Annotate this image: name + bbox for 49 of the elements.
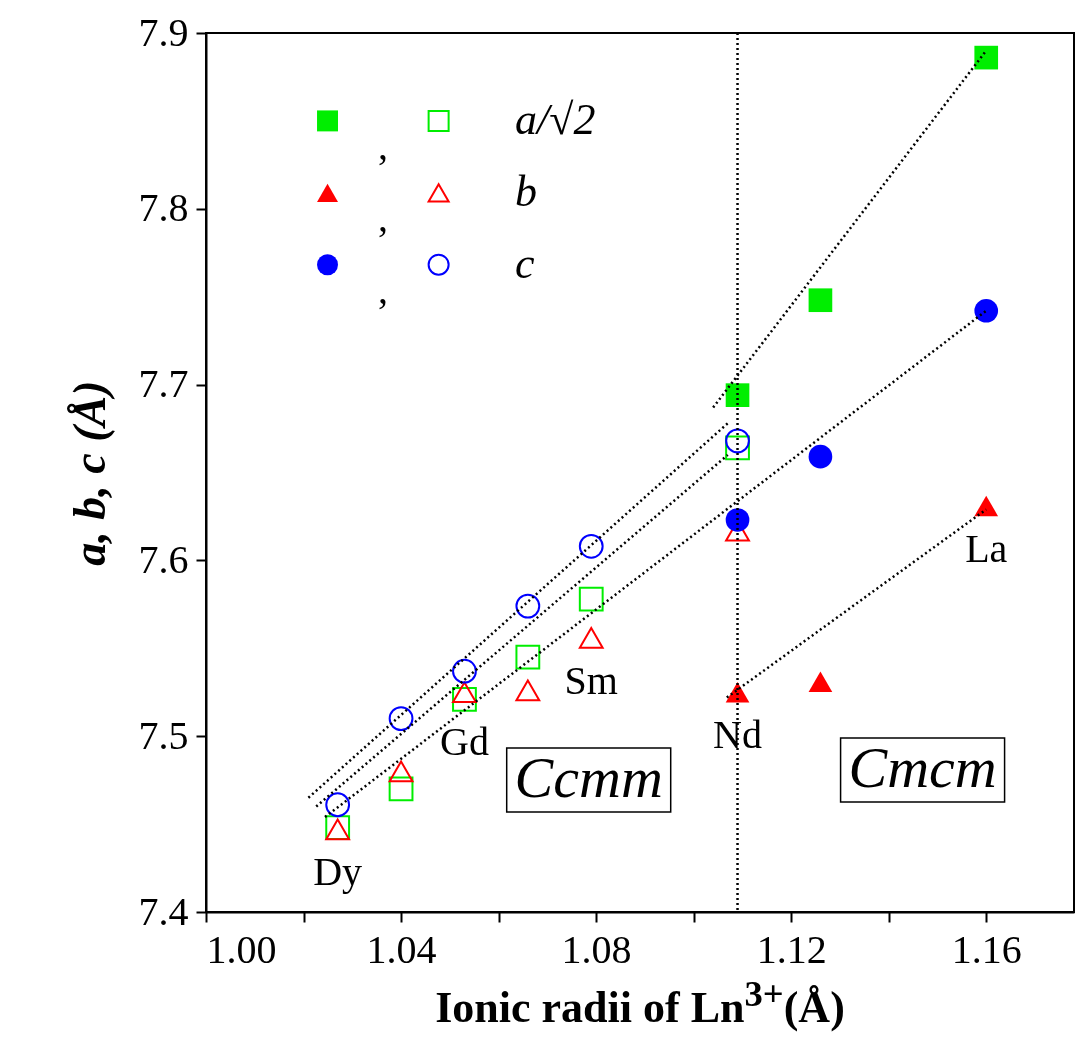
point — [808, 444, 833, 469]
x-tick-label: 1.00 — [206, 926, 277, 972]
annotation: Dy — [313, 849, 363, 895]
legend-label: c — [515, 238, 536, 288]
x-tick-label: 1.08 — [561, 926, 632, 972]
point — [725, 508, 750, 532]
annotation: Gd — [440, 719, 489, 765]
point — [725, 383, 750, 407]
legend-label: a/√2 — [515, 94, 596, 144]
annotation: La — [965, 525, 1008, 571]
y-tick-label: 7.6 — [138, 536, 189, 582]
point — [725, 435, 750, 461]
point — [515, 593, 541, 619]
point — [388, 706, 414, 731]
y-tick-label: 7.9 — [138, 9, 189, 55]
y-tick-label: 7.4 — [138, 888, 189, 934]
point — [452, 658, 477, 684]
annotation: , — [378, 123, 389, 169]
annotation: , — [378, 267, 389, 313]
point — [388, 760, 414, 783]
point — [974, 45, 999, 70]
x-axis-title: Ionic radii of Ln$^{3+}$(Å) — [434, 972, 846, 1033]
point — [578, 586, 604, 612]
point — [808, 288, 833, 313]
point — [452, 686, 477, 712]
y-tick-label: 7.7 — [138, 361, 189, 407]
x-tick-label: 1.12 — [756, 926, 827, 972]
point — [388, 776, 414, 802]
point — [808, 671, 833, 692]
x-tick-label: 1.16 — [951, 926, 1022, 972]
point — [974, 298, 999, 323]
annotation: , — [378, 195, 389, 241]
point — [725, 428, 750, 454]
annotation: Sm — [564, 657, 618, 703]
y-axis-title: a, b, c (Å) — [63, 380, 115, 566]
point — [452, 681, 477, 704]
point — [578, 533, 604, 559]
annotation: Cmcm — [848, 735, 997, 800]
point — [515, 644, 541, 670]
y-tick-label: 7.8 — [138, 185, 189, 231]
x-tick-label: 1.04 — [366, 926, 437, 972]
legend-label: b — [515, 166, 538, 216]
y-tick-label: 7.5 — [138, 712, 189, 758]
point — [578, 626, 604, 649]
point — [974, 495, 999, 517]
annotation: Nd — [713, 712, 762, 758]
annotation: Ccmm — [514, 745, 663, 810]
point — [325, 792, 351, 818]
point — [515, 679, 541, 702]
